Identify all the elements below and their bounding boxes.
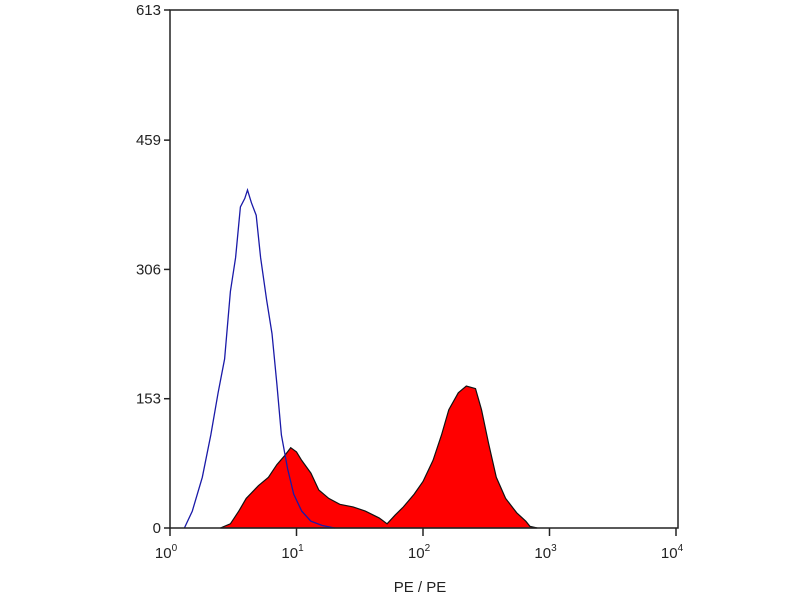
series-layer [183,187,538,529]
y-tick-label: 0 [153,520,161,537]
x-tick-base: 10 [408,545,425,562]
x-tick-label: 101 [281,543,304,562]
y-tick-label: 459 [136,132,161,149]
x-tick-exponent: 3 [551,543,557,554]
x-tick-label: 100 [155,543,178,562]
x-tick-exponent: 4 [678,543,684,554]
x-tick-base: 10 [155,545,172,562]
stained-histogram [220,385,538,529]
x-tick-label: 104 [661,543,684,562]
y-tick-label: 613 [136,2,161,19]
x-axis-title: PE / PE [394,579,447,596]
x-tick-label: 103 [534,543,557,562]
x-axis: 100 101 102 103 104 [155,528,684,562]
x-tick-exponent: 1 [298,543,304,554]
x-tick-base: 10 [534,545,551,562]
y-axis: 0 153 306 459 613 [136,2,170,537]
x-tick-base: 10 [281,545,298,562]
x-tick-label: 102 [408,543,431,562]
isotype-control-histogram [183,187,335,529]
x-tick-exponent: 2 [425,543,431,554]
x-tick-exponent: 0 [172,543,178,554]
y-tick-label: 153 [136,391,161,408]
y-tick-label: 306 [136,261,161,278]
plot-frame [169,9,679,529]
x-tick-base: 10 [661,545,678,562]
